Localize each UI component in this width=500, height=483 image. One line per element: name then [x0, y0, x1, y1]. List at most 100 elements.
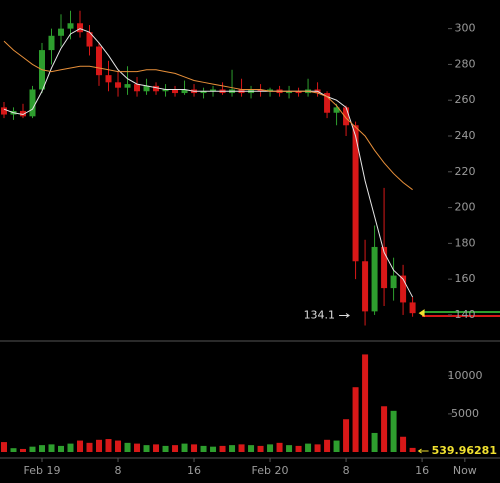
candle-body — [105, 75, 112, 83]
volume-bar — [86, 442, 93, 452]
volume-bar — [352, 387, 359, 452]
low-arrow — [339, 313, 350, 318]
y-tick-label: 140 — [455, 308, 476, 321]
volume-bar — [295, 445, 302, 452]
volume-bar — [257, 445, 264, 452]
y-tick-label: 10000 — [448, 369, 483, 382]
x-tick-label: Feb 20 — [252, 464, 289, 477]
x-tick-label: 16 — [187, 464, 201, 477]
volume-bar — [38, 445, 45, 452]
volume-bar — [381, 406, 388, 452]
candle-body — [257, 89, 264, 92]
last-volume-label: 539.96281 — [432, 444, 497, 457]
candle-body — [333, 107, 340, 113]
y-tick-label: 240 — [455, 129, 476, 142]
candle-body — [143, 85, 150, 92]
volume-bar — [0, 442, 7, 452]
volume-bar — [409, 447, 416, 452]
candle-body — [58, 28, 65, 36]
volume-bar — [390, 410, 397, 452]
volume-bar — [238, 444, 245, 452]
volume-bar — [248, 445, 255, 452]
candle-body — [409, 302, 416, 314]
volume-bar — [58, 445, 65, 452]
candle-body — [267, 89, 274, 92]
candle-body — [67, 23, 74, 29]
volume-bar — [153, 444, 160, 452]
candle-body — [295, 91, 302, 94]
volume-bar — [333, 440, 340, 452]
candle-body — [124, 84, 131, 88]
candle-body — [86, 32, 93, 47]
volume-bar — [343, 419, 350, 452]
volume-bar — [105, 439, 112, 452]
low-label: 134.1 — [304, 309, 336, 322]
y-tick-label: 280 — [455, 57, 476, 70]
candle-body — [172, 89, 179, 94]
candle-body — [48, 35, 55, 51]
candle-body — [153, 85, 160, 92]
last-price-marker — [418, 309, 425, 318]
moving-average — [3, 40, 413, 191]
candle-body — [381, 246, 388, 289]
volume-bar — [181, 443, 188, 452]
volume-bar — [200, 445, 207, 452]
candle-body — [162, 89, 169, 92]
volume-bar — [286, 445, 293, 452]
volume-bar — [143, 445, 150, 452]
candle-body — [181, 89, 188, 94]
volume-bar — [305, 443, 312, 452]
x-tick-label: Feb 19 — [24, 464, 61, 477]
y-tick-label: 200 — [455, 201, 476, 214]
volume-bar — [371, 432, 378, 452]
candle-body — [134, 84, 141, 92]
volume-bar — [77, 440, 84, 452]
y-tick-label: 180 — [455, 236, 476, 249]
y-tick-label: 220 — [455, 165, 476, 178]
volume-bar — [10, 448, 17, 452]
x-tick-label: Now — [453, 464, 477, 477]
y-tick-label: 300 — [455, 22, 476, 35]
volume-bar — [96, 439, 103, 452]
volume-bar — [267, 444, 274, 452]
candle-body — [200, 91, 207, 94]
candle-body — [19, 110, 26, 117]
volume-bar — [134, 443, 141, 452]
y-tick-label: 260 — [455, 93, 476, 106]
volume-bar — [67, 443, 74, 452]
volume-bar — [162, 445, 169, 452]
volume-bar — [324, 439, 331, 452]
moving-average — [3, 28, 414, 298]
candle-body — [96, 46, 103, 76]
candle-body — [77, 23, 84, 33]
volume-bar — [210, 446, 217, 452]
candle-body — [29, 89, 36, 117]
x-tick-label: 8 — [343, 464, 350, 477]
candle-body — [371, 246, 378, 312]
volume-bar — [191, 444, 198, 452]
x-tick-label: 8 — [115, 464, 122, 477]
candle-body — [362, 261, 369, 312]
candle-body — [286, 91, 293, 94]
candle-body — [352, 125, 359, 262]
y-tick-label: 5000 — [451, 407, 479, 420]
volume-bar — [400, 436, 407, 452]
volume-arrow — [417, 448, 429, 454]
volume-bar — [362, 354, 369, 452]
volume-bar — [115, 440, 122, 452]
volume-bar — [124, 442, 131, 452]
x-tick-label: 16 — [415, 464, 429, 477]
candle-body — [400, 275, 407, 303]
volume-bar — [219, 445, 226, 452]
volume-bar — [314, 444, 321, 452]
volume-bar — [276, 442, 283, 452]
candle-body — [390, 275, 397, 289]
volume-bar — [172, 445, 179, 452]
candle-body — [324, 93, 331, 113]
candle-body — [0, 107, 7, 115]
volume-bar — [229, 445, 236, 452]
volume-bar — [19, 448, 26, 452]
y-tick-label: 160 — [455, 272, 476, 285]
volume-bar — [29, 446, 36, 452]
